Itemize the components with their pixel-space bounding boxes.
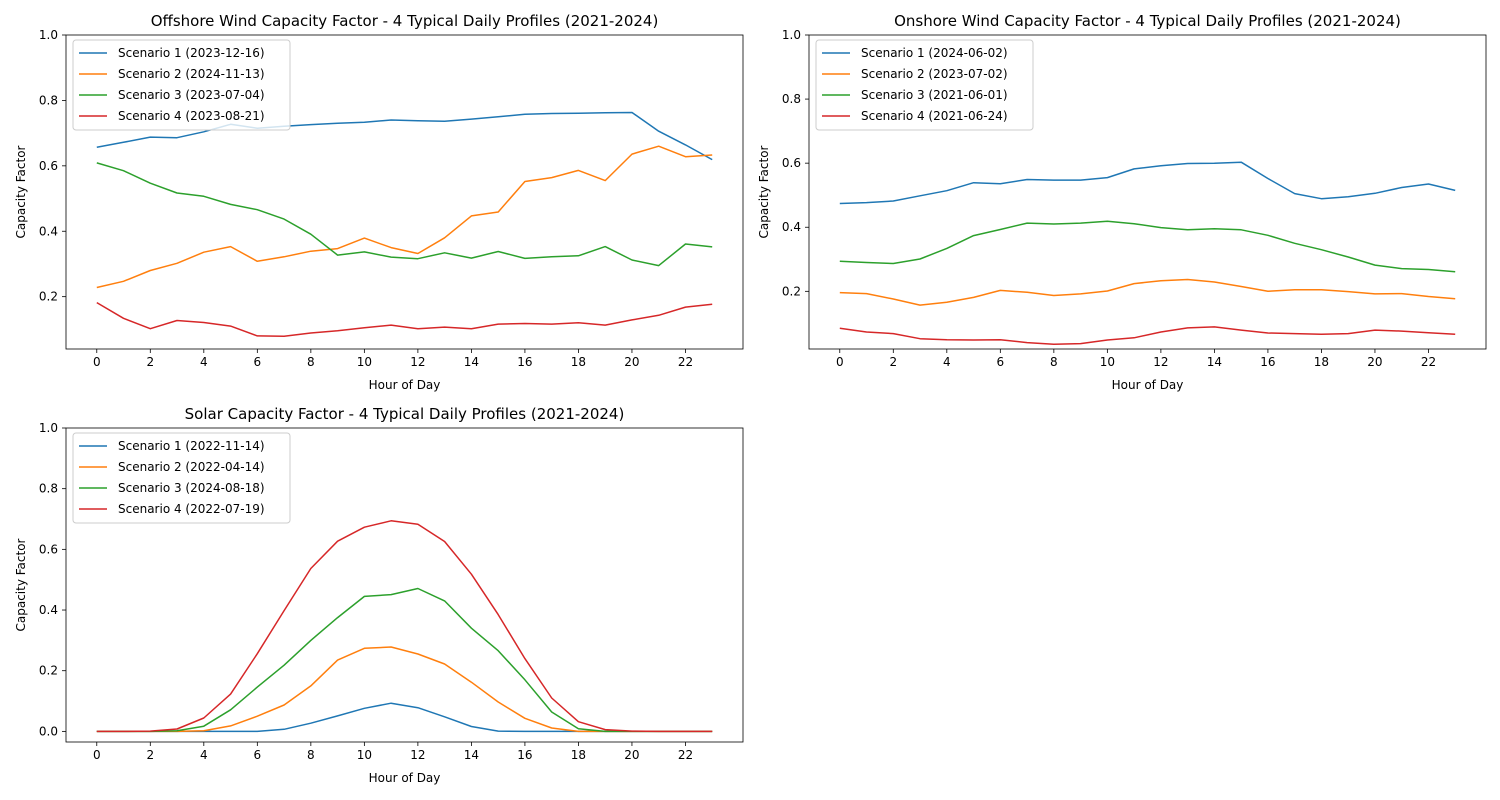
x-tick-label: 18 bbox=[1314, 355, 1329, 369]
y-tick-label: 0.6 bbox=[782, 156, 801, 170]
x-tick-label: 0 bbox=[93, 748, 101, 762]
x-tick-label: 6 bbox=[254, 748, 262, 762]
x-tick-label: 18 bbox=[571, 748, 586, 762]
y-tick-label: 0.2 bbox=[782, 284, 801, 298]
y-tick-label: 0.6 bbox=[39, 542, 58, 556]
x-tick-label: 20 bbox=[624, 748, 639, 762]
series-line-3 bbox=[96, 162, 713, 267]
x-tick-label: 8 bbox=[307, 748, 315, 762]
legend-entry-3: Scenario 3 (2023-07-04) bbox=[118, 88, 265, 102]
x-tick-label: 20 bbox=[1367, 355, 1382, 369]
x-tick-label: 10 bbox=[357, 748, 372, 762]
x-tick-label: 0 bbox=[93, 355, 101, 369]
y-tick-label: 0.8 bbox=[39, 93, 58, 107]
y-tick-label: 0.2 bbox=[39, 290, 58, 304]
y-tick-label: 0.0 bbox=[39, 724, 58, 738]
y-tick-label: 0.2 bbox=[39, 664, 58, 678]
series-line-4 bbox=[839, 326, 1456, 345]
y-tick-label: 0.6 bbox=[39, 159, 58, 173]
series-line-4 bbox=[96, 520, 713, 733]
y-tick-label: 0.4 bbox=[39, 224, 58, 238]
series-line-3 bbox=[96, 587, 713, 733]
legend-entry-3: Scenario 3 (2021-06-01) bbox=[861, 88, 1008, 102]
plot-frame bbox=[808, 34, 1487, 350]
y-axis-label: Capacity Factor bbox=[14, 538, 28, 631]
x-tick-label: 6 bbox=[997, 355, 1005, 369]
x-tick-label: 10 bbox=[357, 355, 372, 369]
series-line-2 bbox=[839, 278, 1456, 306]
plot-frame bbox=[65, 34, 744, 350]
series-line-2 bbox=[96, 145, 713, 289]
x-tick-label: 4 bbox=[943, 355, 951, 369]
legend-entry-2: Scenario 2 (2022-04-14) bbox=[118, 460, 265, 474]
legend-entry-1: Scenario 1 (2024-06-02) bbox=[861, 46, 1008, 60]
chart-title: Offshore Wind Capacity Factor - 4 Typica… bbox=[151, 12, 659, 30]
x-tick-label: 2 bbox=[146, 355, 154, 369]
x-axis-label: Hour of Day bbox=[1112, 378, 1184, 392]
x-tick-label: 0 bbox=[836, 355, 844, 369]
legend-entry-2: Scenario 2 (2024-11-13) bbox=[118, 67, 265, 81]
y-tick-label: 0.8 bbox=[782, 92, 801, 106]
legend-entry-4: Scenario 4 (2022-07-19) bbox=[118, 502, 265, 516]
offshore-wind-chart: 0 2 4 6 8 10 12 14 16 18 20 22 0.2 0.4 0.6 0.8 1.0 Offsho… bbox=[14, 12, 744, 392]
legend-box bbox=[815, 39, 1034, 131]
series-line-3 bbox=[839, 220, 1456, 273]
x-tick-label: 22 bbox=[1421, 355, 1436, 369]
legend-box bbox=[72, 432, 291, 524]
legend-entry-1: Scenario 1 (2022-11-14) bbox=[118, 439, 265, 453]
chart-title: Solar Capacity Factor - 4 Typical Daily … bbox=[185, 405, 625, 423]
legend: Scenario 1 (2022-11-14) Scenario 2 (2022-… bbox=[72, 432, 291, 524]
series-line-1 bbox=[96, 111, 713, 161]
x-tick-label: 8 bbox=[307, 355, 315, 369]
x-tick-label: 10 bbox=[1100, 355, 1115, 369]
x-tick-label: 14 bbox=[1207, 355, 1222, 369]
x-tick-label: 14 bbox=[464, 748, 479, 762]
x-tick-label: 12 bbox=[410, 355, 425, 369]
plot-frame bbox=[65, 427, 744, 743]
x-tick-label: 8 bbox=[1050, 355, 1058, 369]
series-line-1 bbox=[839, 161, 1456, 205]
x-tick-label: 12 bbox=[1153, 355, 1168, 369]
legend: Scenario 1 (2024-06-02) Scenario 2 (2023-… bbox=[815, 39, 1034, 131]
x-tick-label: 16 bbox=[517, 748, 532, 762]
series-line-4 bbox=[96, 301, 713, 337]
x-tick-label: 22 bbox=[678, 355, 693, 369]
series-line-1 bbox=[96, 702, 713, 733]
x-tick-label: 6 bbox=[254, 355, 262, 369]
y-tick-label: 0.4 bbox=[39, 603, 58, 617]
y-tick-label: 1.0 bbox=[39, 28, 58, 42]
series-line-2 bbox=[96, 646, 713, 733]
x-tick-label: 4 bbox=[200, 355, 208, 369]
x-tick-label: 2 bbox=[146, 748, 154, 762]
x-tick-label: 12 bbox=[410, 748, 425, 762]
y-tick-label: 1.0 bbox=[782, 28, 801, 42]
y-tick-label: 0.8 bbox=[39, 482, 58, 496]
legend-entry-4: Scenario 4 (2023-08-21) bbox=[118, 109, 265, 123]
x-axis-label: Hour of Day bbox=[369, 771, 441, 785]
x-tick-label: 20 bbox=[624, 355, 639, 369]
x-tick-label: 16 bbox=[1260, 355, 1275, 369]
y-tick-label: 0.4 bbox=[782, 220, 801, 234]
y-axis-label: Capacity Factor bbox=[14, 145, 28, 238]
x-tick-label: 4 bbox=[200, 748, 208, 762]
onshore-wind-chart: 0 2 4 6 8 10 12 14 16 18 20 22 0.2 0.4 0.6 0.8 1.0 Onshor… bbox=[757, 12, 1487, 392]
legend-entry-4: Scenario 4 (2021-06-24) bbox=[861, 109, 1008, 123]
legend-entry-2: Scenario 2 (2023-07-02) bbox=[861, 67, 1008, 81]
x-tick-label: 16 bbox=[517, 355, 532, 369]
y-tick-label: 1.0 bbox=[39, 421, 58, 435]
legend: Scenario 1 (2023-12-16) Scenario 2 (2024-… bbox=[72, 39, 291, 131]
legend-box bbox=[72, 39, 291, 131]
x-tick-label: 22 bbox=[678, 748, 693, 762]
x-tick-label: 14 bbox=[464, 355, 479, 369]
x-axis-label: Hour of Day bbox=[369, 378, 441, 392]
legend-entry-1: Scenario 1 (2023-12-16) bbox=[118, 46, 265, 60]
x-tick-label: 2 bbox=[889, 355, 897, 369]
x-tick-label: 18 bbox=[571, 355, 586, 369]
chart-title: Onshore Wind Capacity Factor - 4 Typical… bbox=[894, 12, 1401, 30]
y-axis-label: Capacity Factor bbox=[757, 145, 771, 238]
solar-chart: 0 2 4 6 8 10 12 14 16 18 20 22 0.0 0.2 0.4 0.6 0.8 1.0 Sol… bbox=[14, 405, 744, 785]
legend-entry-3: Scenario 3 (2024-08-18) bbox=[118, 481, 265, 495]
